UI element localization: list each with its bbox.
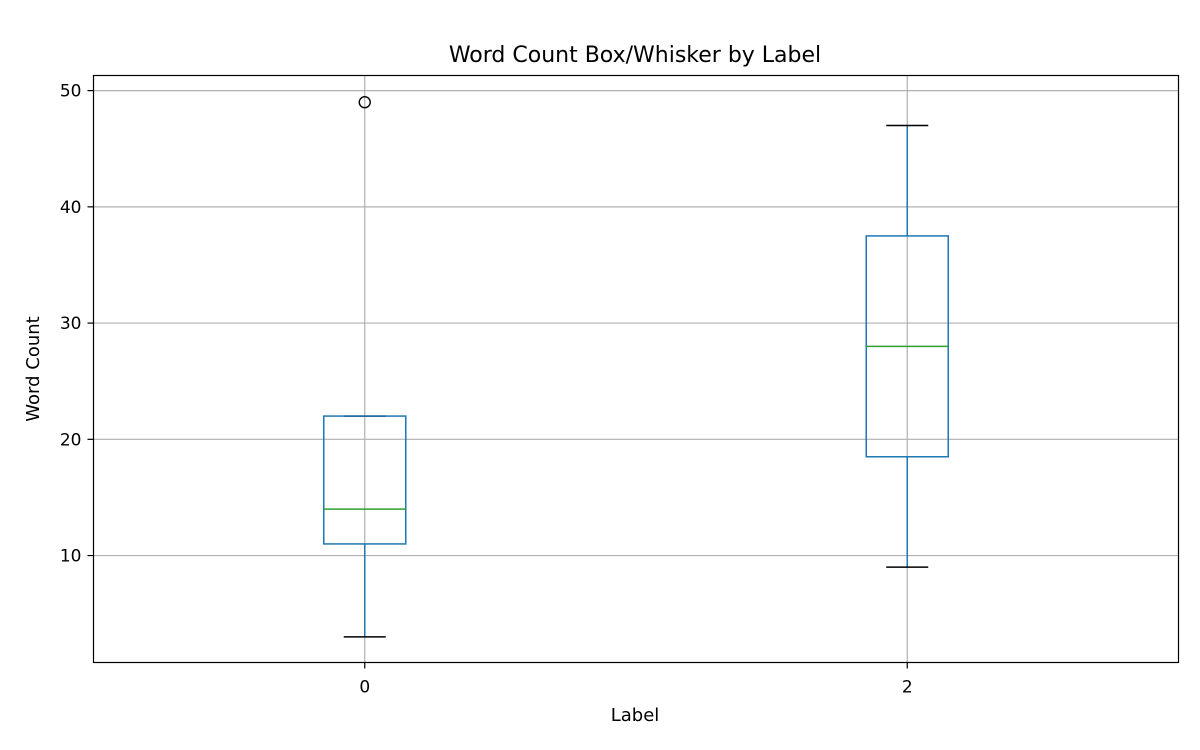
y-tick-label: 30 [60, 314, 82, 334]
y-tick-label: 40 [60, 198, 82, 218]
tick-layer: 10 20 30 40 50 0 2 [60, 82, 913, 698]
y-tick-label: 50 [60, 82, 82, 102]
y-tick-label: 10 [60, 547, 82, 567]
plot-frame [92, 74, 1180, 664]
box-layer [323, 96, 949, 638]
x-axis-label: Label [611, 705, 660, 726]
outlier-point [358, 96, 371, 109]
box-iqr [323, 415, 407, 545]
chart-title: Word Count Box/Whisker by Label [449, 43, 821, 68]
x-tick-label: 2 [902, 678, 913, 698]
grid-layer [93, 75, 1179, 663]
y-tick-label: 20 [60, 430, 82, 450]
x-tick-label: 0 [359, 678, 370, 698]
y-axis-label: Word Count [23, 316, 44, 421]
